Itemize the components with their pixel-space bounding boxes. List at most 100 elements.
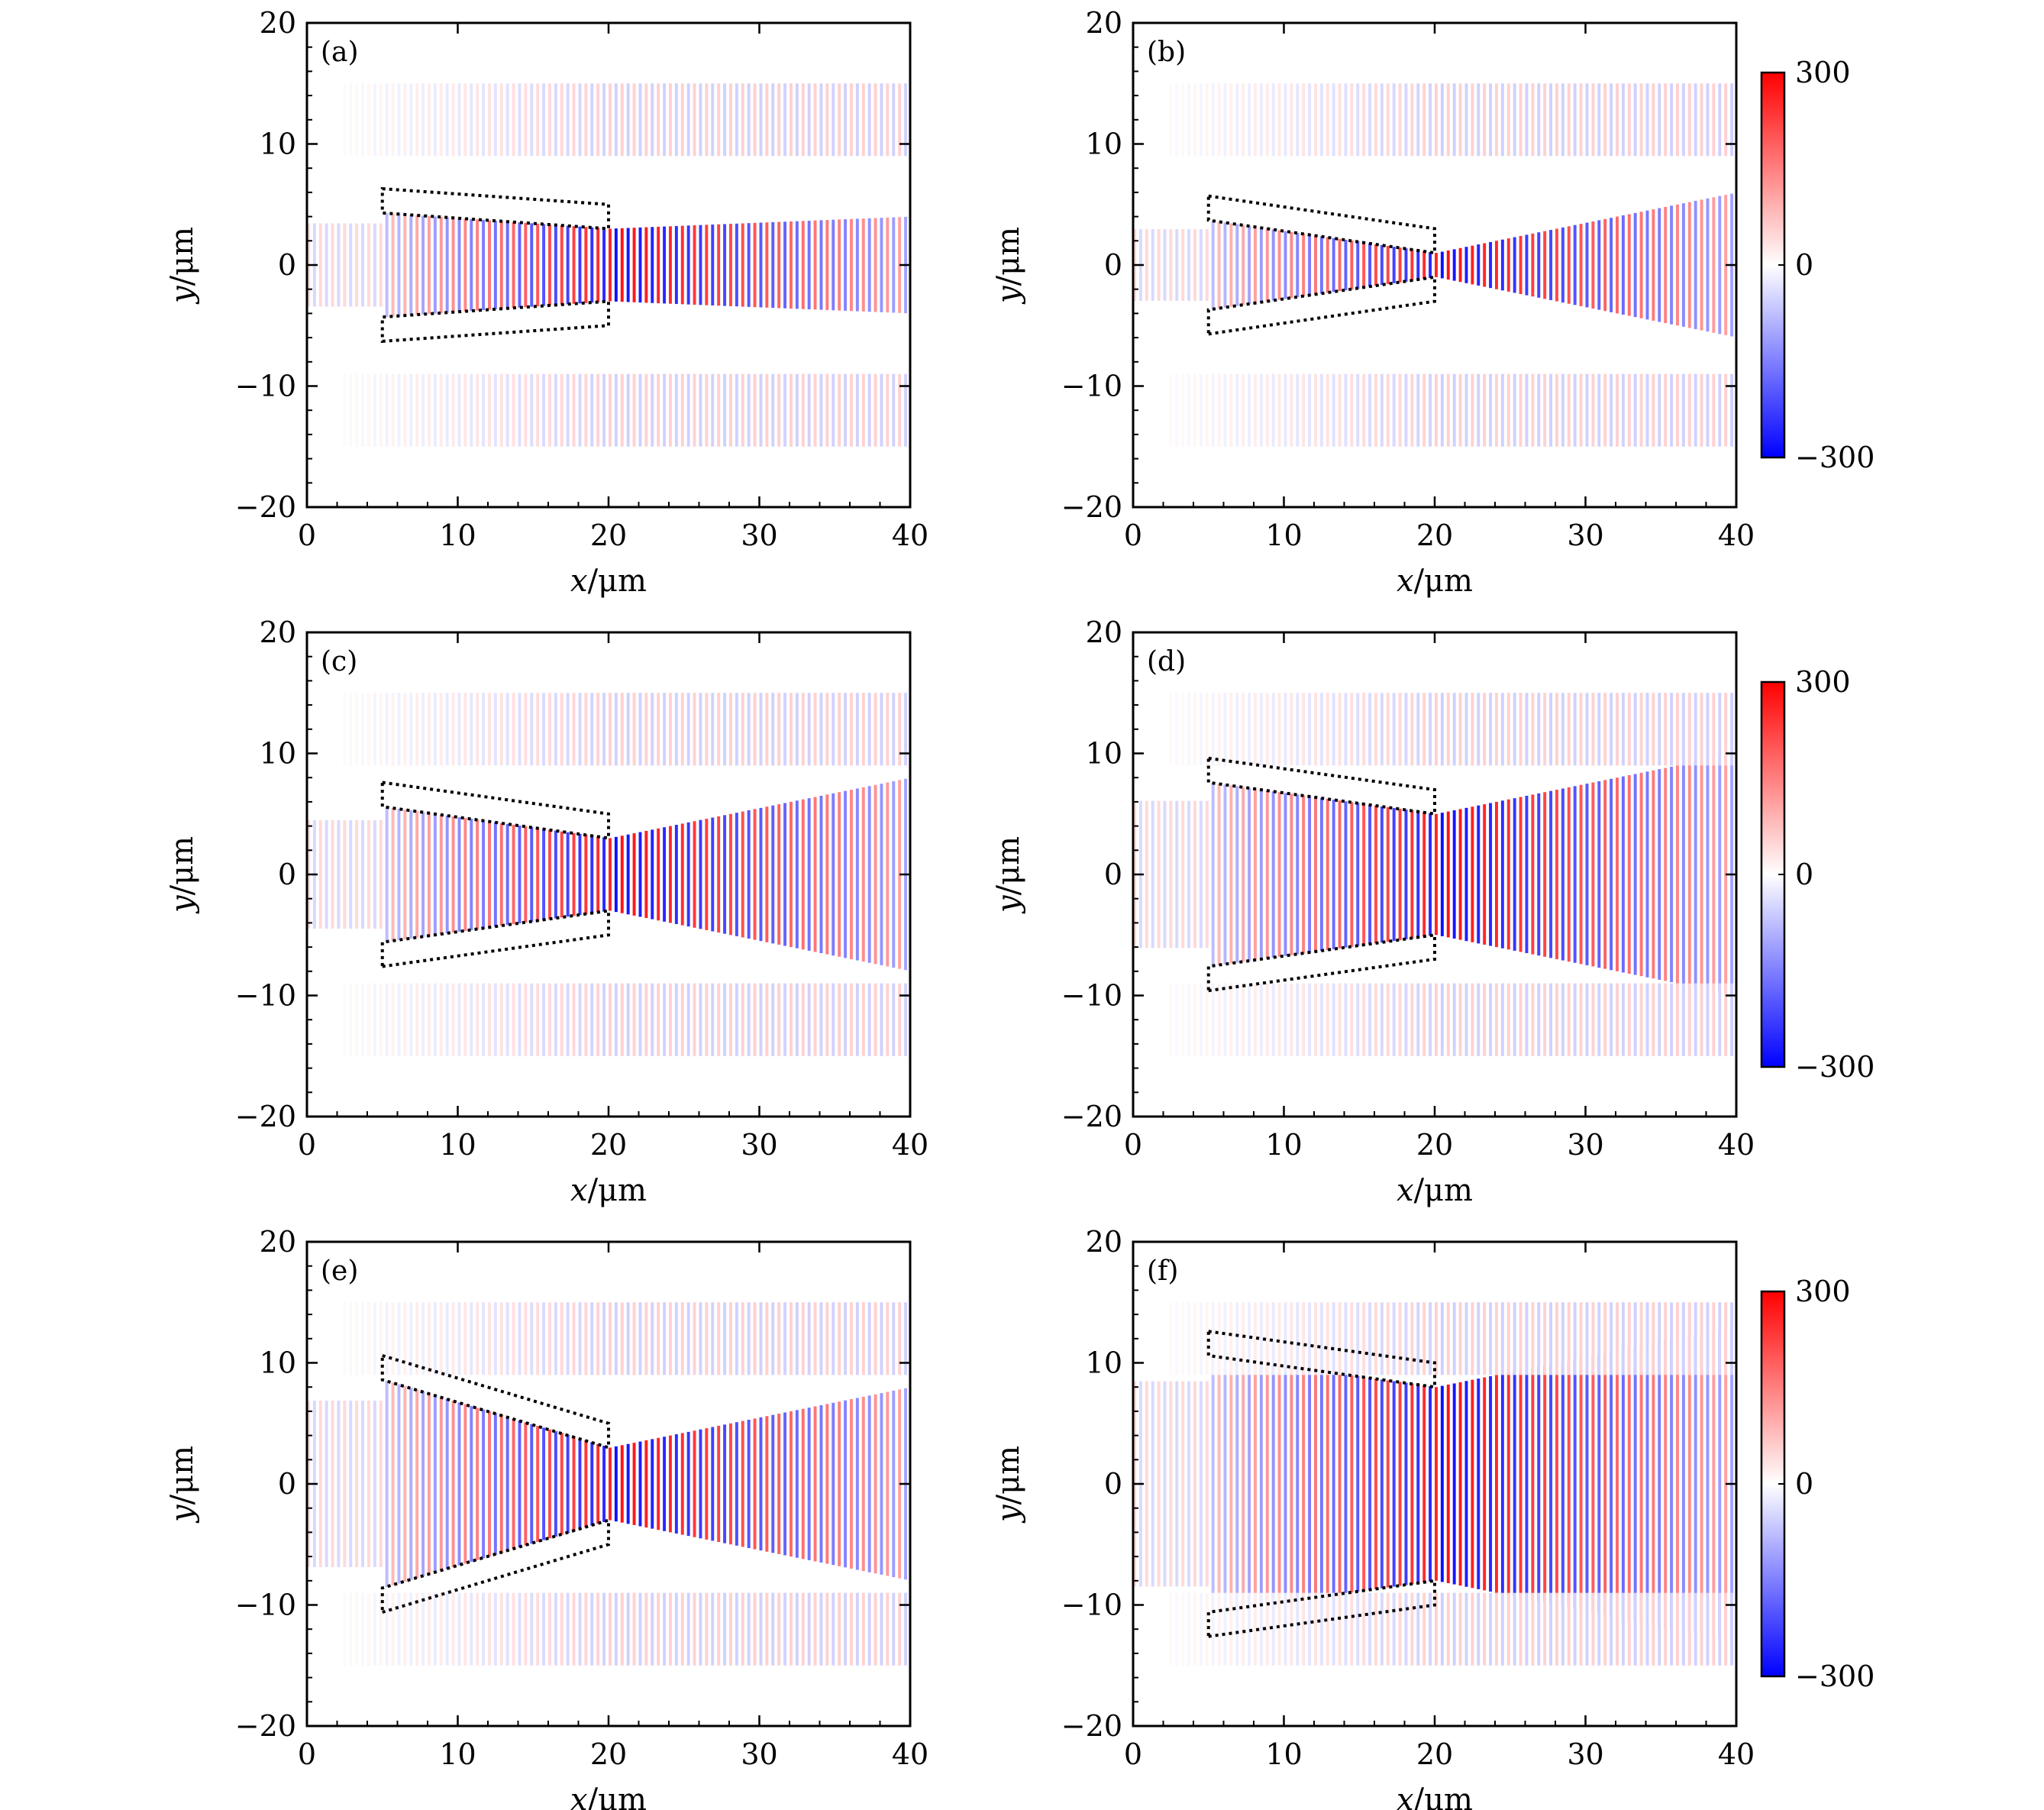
side-lobe-slice [1166,1302,1170,1375]
side-lobe-slice [1175,693,1179,766]
side-lobe-slice [1573,83,1577,157]
side-lobe-slice [1350,1302,1354,1375]
side-lobe-slice [1299,1302,1303,1375]
side-lobe-slice [1658,983,1661,1056]
side-lobe-slice [904,1592,908,1666]
beam-slice [1365,804,1369,945]
beam-slice [1217,221,1222,309]
side-lobe-slice [563,83,567,157]
side-lobe-slice [855,83,860,157]
side-lobe-slice [744,1592,748,1666]
side-lobe-slice [578,373,583,447]
beam-slice [1540,793,1544,956]
side-lobe-slice [1274,1592,1279,1666]
side-lobe-slice [1489,693,1493,766]
beam-slice [1199,800,1203,949]
side-lobe-slice [457,83,462,157]
beam-slice [518,825,522,924]
side-lobe-slice [1344,83,1348,157]
beam-slice [647,830,651,919]
side-lobe-slice [783,373,787,447]
side-lobe-slice [1190,83,1194,157]
beam-slice [445,217,450,313]
side-lobe-slice [539,983,543,1056]
beam-slice [1495,1375,1499,1593]
x-tick-label: 40 [892,1737,928,1771]
side-lobe-slice [1205,1302,1209,1375]
beam-slice [762,222,766,308]
beam-slice [780,803,784,945]
side-lobe-slice [1422,983,1426,1056]
side-lobe-slice [816,83,821,157]
beam-slice [720,816,724,933]
side-lobe-slice [1613,83,1616,157]
beam-slice [563,1433,567,1534]
side-lobe-slice [1534,983,1538,1056]
side-lobe-slice [1432,1592,1435,1666]
beam-slice [699,1429,703,1539]
y-tick-label: −10 [1061,1589,1122,1622]
side-lobe-slice [1588,373,1592,447]
side-lobe-slice [1181,83,1185,157]
side-lobe-slice [1326,983,1330,1056]
side-lobe-slice [1703,373,1707,447]
y-tick-label: 10 [260,128,296,161]
side-lobe-slice [1474,693,1477,766]
beam-slice [813,1406,818,1562]
side-lobe-slice [855,693,860,766]
side-lobe-slice [1642,373,1647,447]
beam-slice [1374,805,1378,944]
beam-slice [1681,764,1686,985]
side-lobe-slice [1435,83,1439,157]
beam-slice [1145,800,1149,949]
beam-slice [321,819,326,929]
beam-slice [780,221,784,309]
beam-slice [346,1400,350,1568]
side-lobe-slice [638,373,643,447]
beam-slice [470,819,473,930]
beam-slice [647,1440,651,1528]
beam-slice [1721,756,1725,993]
beam-slice [566,225,570,305]
side-lobe-slice [1497,373,1502,447]
x-tick-label: 10 [1265,519,1302,552]
side-lobe-slice [819,983,824,1056]
side-lobe-slice [403,1302,407,1375]
beam-slice [1690,762,1695,987]
side-lobe-slice [1374,83,1378,157]
side-lobe-slice [1516,983,1520,1056]
side-lobe-slice [448,1302,453,1375]
side-lobe-slice [726,983,730,1056]
side-lobe-slice [1585,1592,1590,1666]
side-lobe-slice [1733,693,1736,766]
x-axis-label: x/μm [1397,1173,1473,1208]
x-tick-label: 0 [1124,1128,1142,1162]
beam-slice [1205,800,1209,949]
side-lobe-slice [1633,1592,1638,1666]
side-lobe-slice [578,693,583,766]
x-tick-label: 10 [1265,1128,1302,1162]
side-lobe-slice [527,83,531,157]
side-lobe-slice [451,1302,456,1375]
side-lobe-slice [1681,83,1686,157]
beam-slice [436,814,441,935]
beam-slice [880,784,884,965]
side-lobe-slice [708,693,712,766]
side-lobe-slice [1591,1592,1595,1666]
side-lobe-slice [617,983,622,1056]
beam-slice [428,1393,431,1575]
side-lobe-slice [623,983,628,1056]
side-lobe-slice [1277,1592,1282,1666]
beam-slice [563,832,567,917]
beam-slice [1597,1354,1601,1614]
side-lobe-slice [1344,693,1348,766]
side-lobe-slice [1645,1592,1650,1666]
side-lobe-slice [1497,1592,1502,1666]
side-lobe-slice [1630,1592,1635,1666]
side-lobe-slice [409,83,413,157]
y-axis-label: y/μm [991,1446,1026,1524]
beam-slice [1308,234,1312,296]
side-lobe-slice [1455,983,1460,1056]
beam-slice [1365,1377,1369,1591]
beam-slice [1522,796,1526,953]
